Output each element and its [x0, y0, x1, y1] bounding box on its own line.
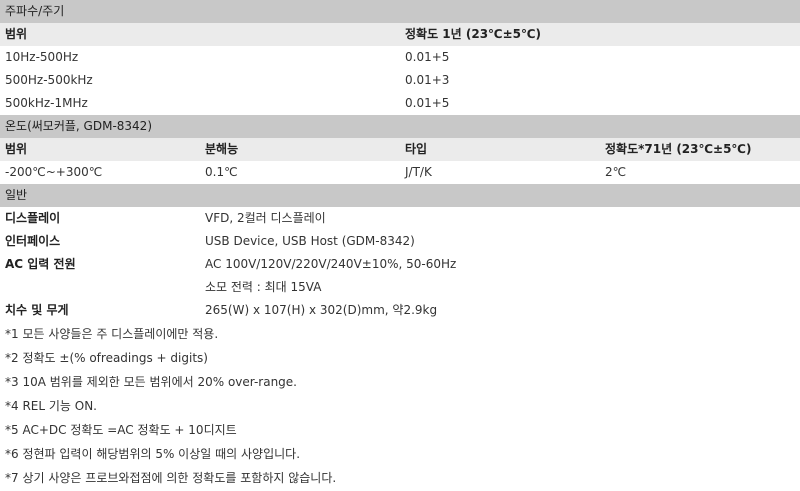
- footnotes: *1 모든 사양들은 주 디스플레이에만 적용. *2 정확도 ±(% ofre…: [0, 322, 800, 490]
- spec-value: AC 100V/120V/220V/240V±10%, 50-60Hz: [200, 253, 800, 276]
- footnote: *2 정확도 ±(% ofreadings + digits): [0, 346, 800, 370]
- cell-accuracy: 2℃: [600, 161, 800, 184]
- spec-table: 주파수/주기 범위 정확도 1년 (23℃±5℃) 10Hz-500Hz 0.0…: [0, 0, 800, 322]
- cell-type: J/T/K: [400, 161, 600, 184]
- table-row: 10Hz-500Hz 0.01+5: [0, 46, 800, 69]
- section-frequency: 주파수/주기: [0, 0, 800, 23]
- table-row: 인터페이스 USB Device, USB Host (GDM-8342): [0, 230, 800, 253]
- spec-label: AC 입력 전원: [0, 253, 200, 276]
- header-range: 범위: [0, 138, 200, 161]
- footnote: *3 10A 범위를 제외한 모든 범위에서 20% over-range.: [0, 370, 800, 394]
- footnote-text: *5 AC+DC 정확도 =AC 정확도 + 10디지트: [0, 418, 800, 442]
- footnote-text: *2 정확도 ±(% ofreadings + digits): [0, 346, 800, 370]
- table-header: 범위 분해능 타입 정확도*71년 (23℃±5℃): [0, 138, 800, 161]
- cell-range: -200℃~+300℃: [0, 161, 200, 184]
- cell-accuracy: 0.01+5: [400, 92, 800, 115]
- footnote-text: *3 10A 범위를 제외한 모든 범위에서 20% over-range.: [0, 370, 800, 394]
- table-row: 500Hz-500kHz 0.01+3: [0, 69, 800, 92]
- footnote: *1 모든 사양들은 주 디스플레이에만 적용.: [0, 322, 800, 346]
- cell-range: 500Hz-500kHz: [0, 69, 400, 92]
- header-type: 타입: [400, 138, 600, 161]
- spec-value: 265(W) x 107(H) x 302(D)mm, 약2.9kg: [200, 299, 800, 322]
- cell-resolution: 0.1℃: [200, 161, 400, 184]
- section-title: 주파수/주기: [0, 0, 800, 23]
- cell-range: 10Hz-500Hz: [0, 46, 400, 69]
- spec-label: 디스플레이: [0, 207, 200, 230]
- cell-accuracy: 0.01+5: [400, 46, 800, 69]
- table-row: 소모 전력 : 최대 15VA: [0, 276, 800, 299]
- spec-label: 치수 및 무게: [0, 299, 200, 322]
- table-row: 디스플레이 VFD, 2컬러 디스플레이: [0, 207, 800, 230]
- cell-accuracy: 0.01+3: [400, 69, 800, 92]
- footnote-text: *6 정현파 입력이 해당범위의 5% 이상일 때의 사양입니다.: [0, 442, 800, 466]
- header-range: 범위: [0, 23, 400, 46]
- header-resolution: 분해능: [200, 138, 400, 161]
- spec-label: [0, 276, 200, 299]
- section-title: 일반: [0, 184, 800, 207]
- section-temperature: 온도(써모커플, GDM-8342): [0, 115, 800, 138]
- section-title: 온도(써모커플, GDM-8342): [0, 115, 800, 138]
- spec-value: 소모 전력 : 최대 15VA: [200, 276, 800, 299]
- table-row: -200℃~+300℃ 0.1℃ J/T/K 2℃: [0, 161, 800, 184]
- footnote: *6 정현파 입력이 해당범위의 5% 이상일 때의 사양입니다.: [0, 442, 800, 466]
- footnote: *4 REL 기능 ON.: [0, 394, 800, 418]
- footnote-text: *1 모든 사양들은 주 디스플레이에만 적용.: [0, 322, 800, 346]
- table-header: 범위 정확도 1년 (23℃±5℃): [0, 23, 800, 46]
- header-accuracy: 정확도 1년 (23℃±5℃): [400, 23, 800, 46]
- table-row: 500kHz-1MHz 0.01+5: [0, 92, 800, 115]
- spec-value: VFD, 2컬러 디스플레이: [200, 207, 800, 230]
- section-general: 일반: [0, 184, 800, 207]
- spec-label: 인터페이스: [0, 230, 200, 253]
- spec-value: USB Device, USB Host (GDM-8342): [200, 230, 800, 253]
- footnote: *5 AC+DC 정확도 =AC 정확도 + 10디지트: [0, 418, 800, 442]
- footnote-text: *7 상기 사양은 프로브와접점에 의한 정확도를 포함하지 않습니다.: [0, 466, 800, 490]
- table-row: 치수 및 무게 265(W) x 107(H) x 302(D)mm, 약2.9…: [0, 299, 800, 322]
- footnote-text: *4 REL 기능 ON.: [0, 394, 800, 418]
- header-accuracy: 정확도*71년 (23℃±5℃): [600, 138, 800, 161]
- footnote: *7 상기 사양은 프로브와접점에 의한 정확도를 포함하지 않습니다.: [0, 466, 800, 490]
- table-row: AC 입력 전원 AC 100V/120V/220V/240V±10%, 50-…: [0, 253, 800, 276]
- cell-range: 500kHz-1MHz: [0, 92, 400, 115]
